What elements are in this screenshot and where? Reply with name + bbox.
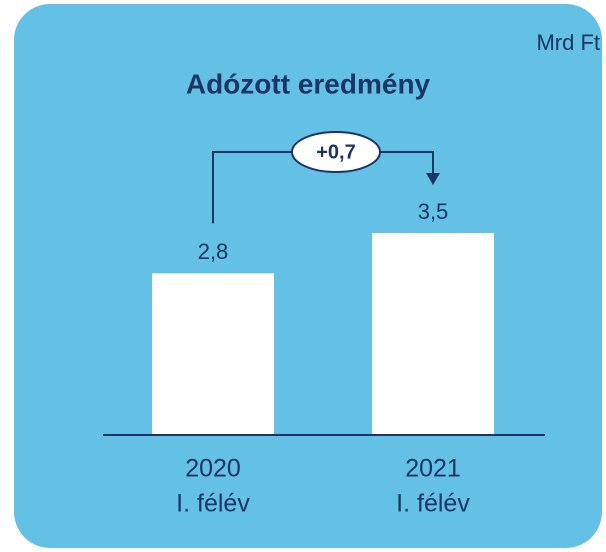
x-tick-label: I. félév <box>396 490 470 518</box>
annotation-badge <box>291 131 381 173</box>
unit-label: Mrd Ft <box>536 30 600 55</box>
annotation: +0,7 <box>316 141 355 163</box>
x-tick-label: I. félév <box>176 490 250 518</box>
x-tick-label: 2021 <box>405 455 461 483</box>
value-label: 3,5 <box>418 199 449 224</box>
chart-title: Adózott eredmény <box>186 68 431 99</box>
bar <box>152 273 274 435</box>
arrow-head <box>426 173 440 185</box>
x-tick-label: 2020 <box>185 455 241 483</box>
value-label: 2,8 <box>198 239 229 264</box>
bar <box>372 233 494 435</box>
